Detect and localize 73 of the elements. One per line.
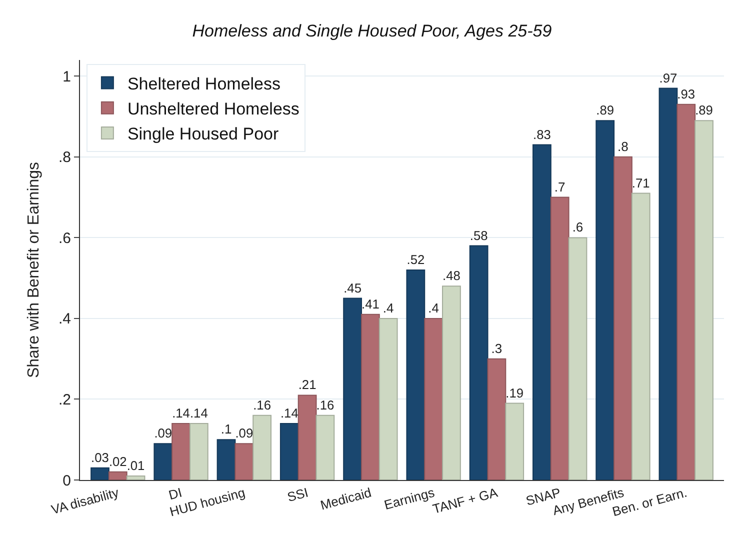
bar [108,471,128,480]
data-label: .01 [126,458,145,473]
x-tick-label: Medicaid [318,484,373,513]
data-label: .93 [677,86,696,102]
bar [596,120,615,480]
data-label: .14 [280,405,298,420]
data-label: .09 [235,426,254,441]
bar [406,270,426,480]
data-label: .7 [554,179,566,194]
data-label: .71 [632,175,650,190]
y-axis-title: Share with Benefit or Earnings [25,162,42,378]
chart-title: Homeless and Single Housed Poor, Ages 25-59 [192,22,552,41]
bar [316,414,335,480]
data-label: .58 [470,228,488,243]
bar [442,286,461,480]
bar [189,422,208,480]
data-label: .14 [190,405,208,420]
data-label: .4 [382,300,394,316]
bar [631,192,650,480]
data-label: .16 [316,397,334,412]
bar [658,88,678,480]
bar [298,394,317,480]
data-label: .19 [506,385,524,400]
y-tick-label: .2 [58,391,71,408]
data-label: .03 [91,450,109,465]
y-tick-label: .6 [58,230,71,247]
legend-label: Unsheltered Homeless [127,99,300,118]
legend-label: Single Housed Poor [127,124,279,144]
bar [172,422,190,480]
y-tick-label: 1 [62,68,71,86]
data-label: .83 [533,126,551,142]
bar [469,245,488,480]
bar [154,443,173,480]
data-label: .89 [695,102,713,118]
bar [280,422,299,480]
data-label: .02 [108,454,127,469]
bar [378,318,398,480]
bar [676,104,696,480]
x-tick-label: SSI [286,484,310,505]
y-tick-label: .4 [58,310,71,328]
bar [694,120,714,480]
data-label: .21 [298,377,316,392]
y-tick-label: .8 [58,149,71,166]
data-label: .1 [220,422,232,437]
bar [568,237,588,480]
data-label: .97 [659,70,678,86]
bar [424,318,444,480]
bar [343,298,362,480]
data-label: .3 [491,340,502,356]
bar [252,414,272,480]
data-label: .41 [361,296,380,312]
data-label: .45 [344,280,362,296]
data-label: .8 [618,138,628,154]
x-tick-label: DI [167,484,184,503]
bar [505,402,524,480]
bar [360,314,380,480]
data-label: .6 [572,220,584,235]
data-label: .48 [442,268,460,284]
data-label: .14 [172,405,190,420]
bar [126,475,146,480]
data-label: .52 [406,252,425,268]
bar [550,196,570,480]
data-label: .4 [428,300,439,316]
bar [614,156,632,480]
data-label: .16 [253,397,271,412]
bar [216,439,236,480]
bar [532,144,552,480]
bar [487,358,506,480]
bar [90,467,110,480]
bar [234,443,254,480]
legend-label: Sheltered Homeless [127,74,281,94]
data-label: .09 [154,426,172,441]
data-label: .89 [596,102,614,118]
